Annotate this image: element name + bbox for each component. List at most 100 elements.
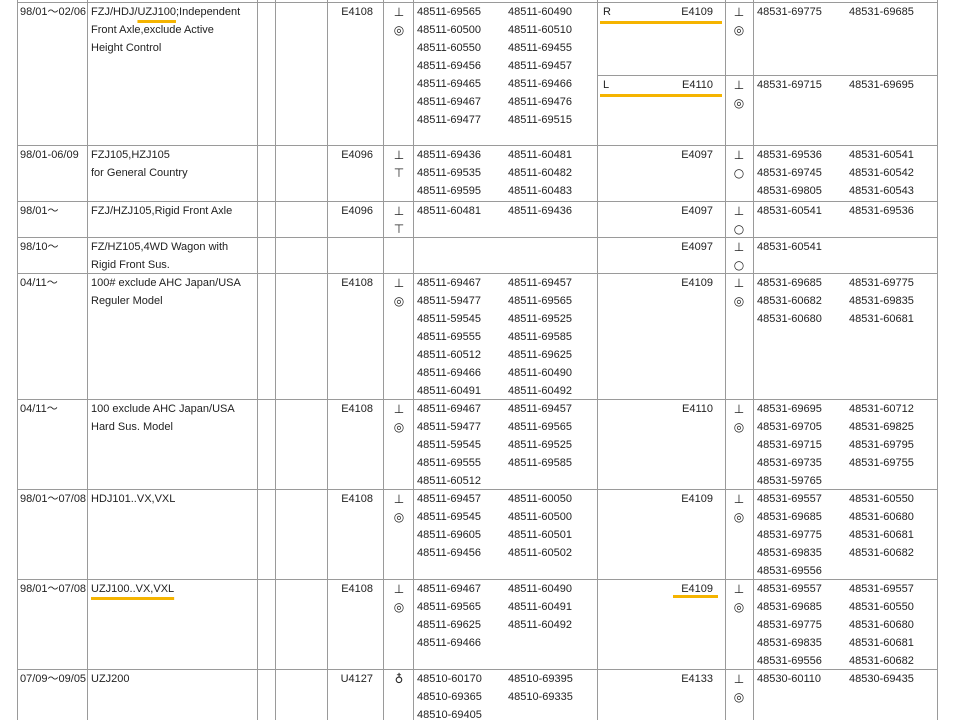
part-number: 48511-60483: [508, 185, 573, 197]
symbol: ⊥: [733, 204, 745, 218]
front-code: E4108: [341, 277, 373, 289]
row-line: [17, 669, 938, 670]
part-number: 48531-69685: [757, 601, 822, 613]
column-line: [753, 0, 754, 720]
part-number: 48511-69466: [417, 367, 482, 379]
part-number: 48531-60550: [849, 601, 914, 613]
part-number: 48511-69565: [417, 601, 482, 613]
symbol: ⊥: [393, 204, 405, 218]
part-number: 48511-60492: [508, 619, 573, 631]
date: 98/01～07/08: [20, 493, 87, 505]
part-number: 48531-60680: [849, 511, 914, 523]
part-number: 48511-69625: [508, 349, 573, 361]
part-number: 48511-59477: [417, 421, 482, 433]
description-text: FZJ105,HZJ105: [91, 149, 170, 161]
symbol: ◎: [393, 420, 405, 434]
part-number: 48511-69545: [417, 511, 482, 523]
symbol: ◎: [733, 690, 745, 704]
part-number: 48511-69625: [417, 619, 482, 631]
symbol: ○: [733, 222, 745, 236]
description-text: FZJ/HDJ/: [91, 6, 138, 18]
rear-code: E4109: [681, 277, 713, 289]
description-line: FZJ105,HZJ105: [91, 146, 170, 164]
part-number: 48511-69455: [508, 42, 573, 54]
part-number: 48531-69715: [757, 439, 822, 451]
description-text: ;Independent: [175, 6, 241, 18]
description-line: UZJ100..VX,VXL: [91, 580, 174, 598]
part-number: 48531-60541: [757, 205, 822, 217]
part-number: 48531-60681: [849, 529, 914, 541]
part-number: 48511-69457: [508, 403, 573, 415]
description-line: Hard Sus. Model: [91, 418, 173, 436]
symbol: ○: [733, 258, 745, 272]
part-number: 48531-69536: [757, 149, 822, 161]
part-number: 48511-69476: [508, 96, 573, 108]
part-number: 48531-60680: [849, 619, 914, 631]
part-number: 48511-60500: [417, 24, 482, 36]
symbol: ⊥: [733, 148, 745, 162]
part-number: 48531-69755: [849, 457, 914, 469]
row-line: [17, 579, 938, 580]
symbol: ⊥: [393, 276, 405, 290]
column-line: [275, 0, 276, 720]
description-line: UZJ200: [91, 670, 130, 688]
symbol: ⊥: [393, 148, 405, 162]
part-number: 48511-69525: [508, 313, 573, 325]
part-number: 48531-69695: [849, 79, 914, 91]
description-line: Rigid Front Sus.: [91, 256, 170, 274]
description-text: 100# exclude AHC Japan/USA: [91, 277, 241, 289]
part-number: 48510-69395: [508, 673, 573, 685]
date: 07/09～09/05: [20, 673, 87, 685]
part-number: 48511-69605: [417, 529, 482, 541]
part-number: 48511-60481: [508, 149, 573, 161]
part-number: 48531-69536: [849, 205, 914, 217]
row-line: [17, 145, 938, 146]
part-number: 48511-60482: [508, 167, 573, 179]
column-line: [597, 0, 598, 720]
front-code: E4096: [341, 205, 373, 217]
part-number: 48511-59545: [417, 313, 482, 325]
date: 98/01-06/09: [20, 149, 79, 161]
description-text: UZJ200: [91, 673, 130, 685]
part-number: 48510-69405: [417, 709, 482, 720]
symbol: ◎: [733, 420, 745, 434]
part-number: 48531-69775: [757, 529, 822, 541]
symbol: ◎: [393, 600, 405, 614]
part-number: 48511-60512: [417, 475, 482, 487]
symbol: ⊥: [733, 492, 745, 506]
part-number: 48531-69556: [757, 655, 822, 667]
description-text: Hard Sus. Model: [91, 421, 173, 433]
symbol: ◎: [733, 510, 745, 524]
part-number: 48511-60510: [508, 24, 573, 36]
row-line: [17, 201, 938, 202]
symbol: ◎: [393, 294, 405, 308]
part-number: 48511-69466: [417, 637, 482, 649]
part-number: 48531-69835: [757, 637, 822, 649]
part-number: 48510-60170: [417, 673, 482, 685]
symbol: ⊥: [393, 582, 405, 596]
part-number: 48531-69775: [757, 619, 822, 631]
row-line: [17, 2, 938, 3]
part-number: 48511-69467: [417, 96, 482, 108]
description-text: HDJ101..VX,VXL: [91, 493, 176, 505]
part-number: 48531-60543: [849, 185, 914, 197]
part-number: 48531-69557: [757, 493, 822, 505]
date: 04/11～: [20, 277, 58, 289]
description-text: for General Country: [91, 167, 188, 179]
part-number: 48531-60681: [849, 313, 914, 325]
symbol: ○: [733, 166, 745, 180]
part-number: 48531-69685: [849, 6, 914, 18]
date: 04/11～: [20, 403, 58, 415]
part-number: 48531-69805: [757, 185, 822, 197]
part-number: 48531-69556: [757, 565, 822, 577]
part-number: 48530-69435: [849, 673, 914, 685]
part-number: 48511-69585: [508, 331, 573, 343]
part-number: 48531-69695: [757, 403, 822, 415]
part-number: 48511-69467: [417, 403, 482, 415]
part-number: 48511-60050: [508, 493, 573, 505]
front-code: U4127: [340, 673, 373, 685]
symbol: ⊥: [393, 402, 405, 416]
part-number: 48511-60502: [508, 547, 573, 559]
part-number: 48531-69795: [849, 439, 914, 451]
part-number: 48531-60682: [757, 295, 822, 307]
